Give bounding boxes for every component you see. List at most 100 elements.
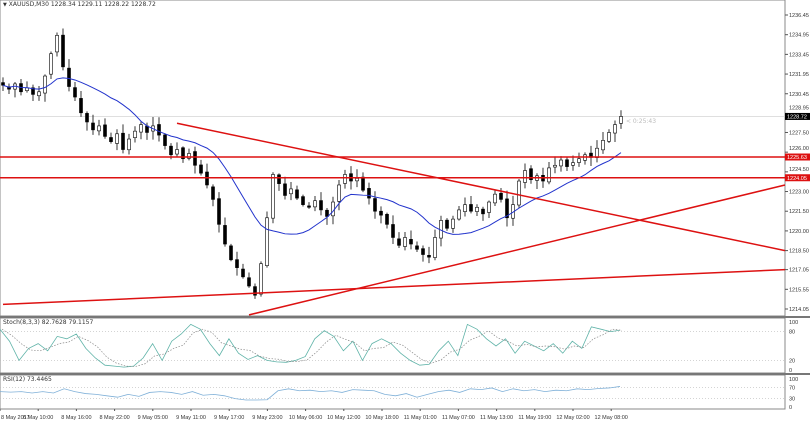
candle-body: [181, 147, 185, 160]
candle: [463, 197, 467, 217]
candle-body: [571, 162, 575, 166]
candle-body: [421, 248, 425, 255]
candle: [223, 217, 227, 247]
candle-body: [607, 132, 611, 142]
candle: [127, 133, 131, 155]
x-tick-label: 8 May 10:00: [23, 415, 53, 421]
y-tick-label: 1224.50: [789, 167, 809, 173]
candle: [367, 182, 371, 205]
x-tick-label: 11 May 19:00: [518, 415, 551, 421]
candle-body: [499, 192, 503, 200]
candle: [97, 119, 101, 136]
y-tick-label: 1214.05: [789, 307, 809, 313]
candle: [445, 218, 449, 231]
x-tick-label: 9 May 05:00: [138, 415, 168, 421]
candle-body: [139, 124, 143, 133]
rsi-panel: [0, 374, 786, 410]
candle: [283, 176, 287, 200]
candle-body: [289, 188, 293, 195]
candle-body: [523, 170, 527, 183]
candle: [427, 246, 431, 264]
candle-body: [319, 200, 323, 211]
candle-body: [325, 209, 329, 217]
candle-body: [559, 159, 563, 167]
candle-body: [67, 67, 71, 87]
candle: [403, 232, 407, 251]
candle-body: [331, 201, 335, 217]
stoch-level-label: 20: [789, 358, 795, 364]
candle-body: [415, 245, 419, 250]
candle-body: [313, 200, 317, 208]
candle-body: [469, 204, 473, 212]
candle-body: [517, 180, 521, 206]
candle: [259, 261, 263, 297]
candle: [553, 156, 557, 174]
candle-body: [283, 183, 287, 196]
candle: [613, 120, 617, 143]
y-tick-label: 1221.50: [789, 209, 809, 215]
y-tick-label: 1218.50: [789, 249, 809, 255]
candle-body: [403, 237, 407, 247]
candle: [469, 196, 473, 214]
rsi-level-label: 100: [789, 377, 798, 383]
x-tick-label: 10 May 06:00: [289, 415, 322, 421]
candle: [217, 192, 221, 233]
candle-body: [487, 201, 491, 213]
candle: [157, 117, 161, 142]
candle-body: [613, 124, 617, 134]
candle: [49, 51, 53, 79]
candle-body: [103, 124, 107, 137]
stoch-level-label: 0: [789, 368, 792, 374]
candle-body: [229, 245, 233, 261]
candle: [529, 165, 533, 184]
candle: [607, 129, 611, 144]
x-tick-label: 12 May 08:00: [595, 415, 628, 421]
candle: [139, 121, 143, 140]
candle: [505, 190, 509, 227]
candle-body: [565, 159, 569, 167]
candle: [187, 148, 191, 161]
candle: [547, 161, 551, 185]
triangle-down-icon[interactable]: ▼: [3, 2, 7, 8]
trendline: [2, 268, 786, 306]
last-price-label: 1228.72: [787, 114, 807, 120]
trendline: [176, 122, 786, 252]
candle: [91, 114, 95, 135]
candle: [571, 155, 575, 171]
candle: [397, 232, 401, 248]
candle-body: [55, 35, 59, 53]
candle-body: [157, 124, 161, 136]
candle-body: [97, 125, 101, 132]
candle: [517, 179, 521, 208]
x-tick-label: 9 May 17:00: [214, 415, 244, 421]
candle: [193, 146, 197, 174]
candle: [235, 251, 239, 276]
candle-body: [37, 91, 41, 97]
candle: [31, 84, 35, 102]
candle-body: [85, 113, 89, 123]
candle: [277, 173, 281, 191]
candle: [391, 215, 395, 244]
x-tick-label: 9 May 23:00: [252, 415, 282, 421]
candle-body: [73, 87, 77, 98]
candle: [103, 118, 107, 139]
rsi-level-label: 0: [789, 405, 792, 411]
candle: [301, 194, 305, 207]
moving-average-line: [2, 77, 622, 235]
candle: [409, 230, 413, 250]
candle-body: [163, 134, 167, 146]
candle-body: [145, 125, 149, 133]
x-tick-label: 10 May 18:00: [365, 415, 398, 421]
trendline: [248, 184, 786, 316]
symbol-info: XAUUSD,M30 1228.34 1229.11 1228.22 1228.…: [8, 1, 156, 8]
y-tick-label: 1217.05: [789, 268, 809, 274]
candle: [307, 202, 311, 209]
x-tick-label: 8 May 2017: [1, 415, 30, 421]
candle-body: [1, 82, 5, 86]
y-tick-label: 1223.00: [789, 190, 809, 196]
candle-body: [187, 153, 191, 159]
candle: [577, 152, 581, 167]
candle: [241, 263, 245, 279]
candle-body: [175, 149, 179, 155]
candle-body: [247, 277, 251, 287]
